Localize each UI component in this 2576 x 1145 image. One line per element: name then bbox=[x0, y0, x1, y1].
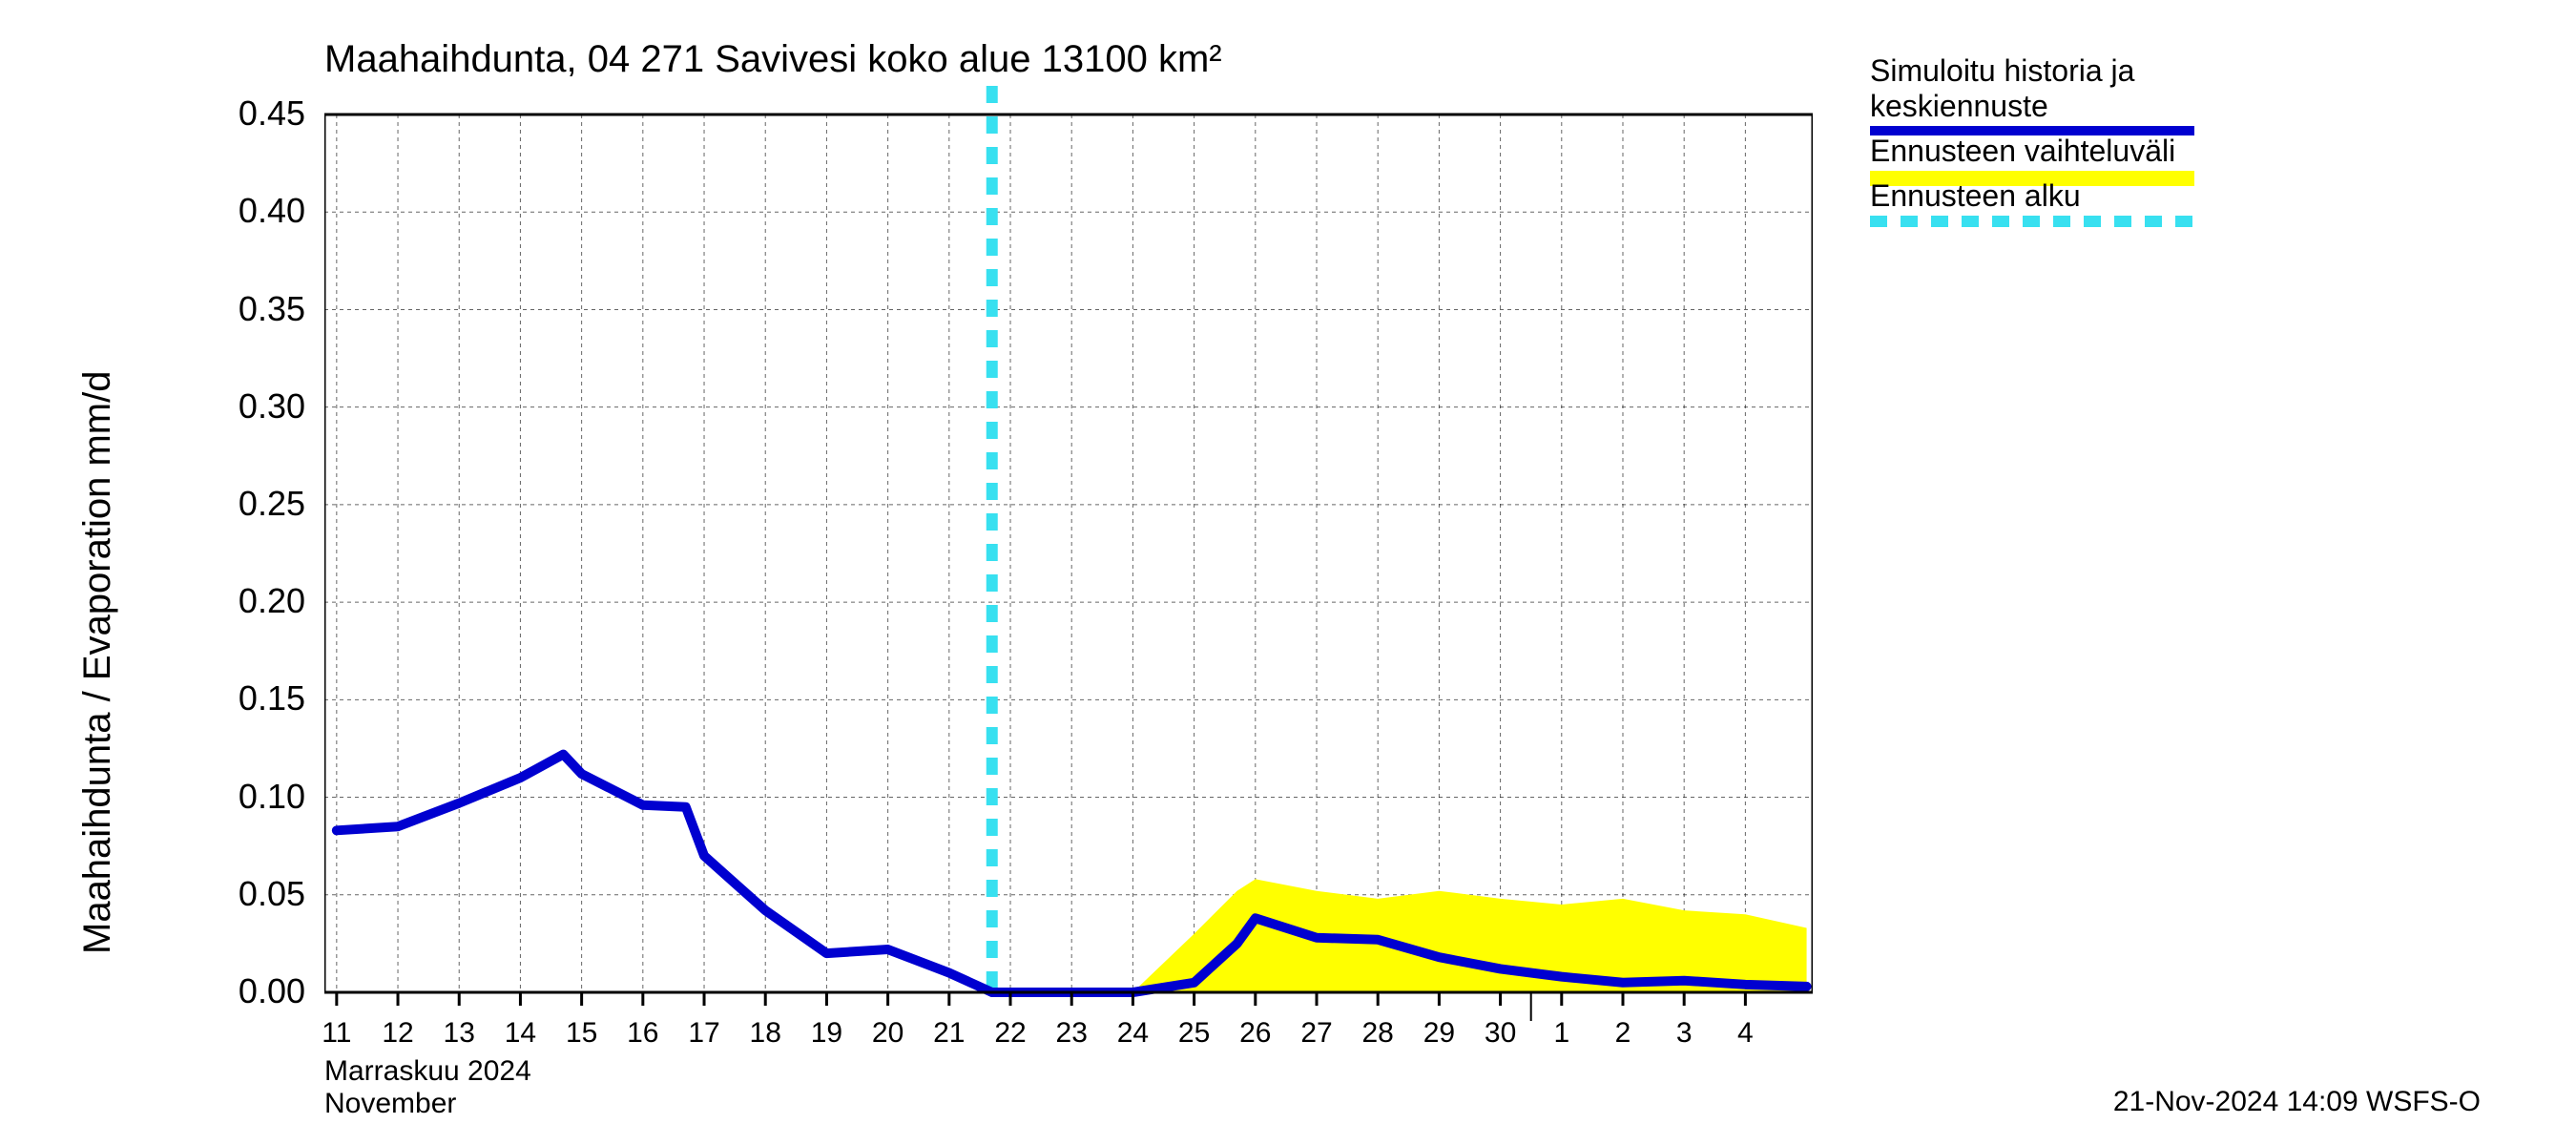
legend-item-history: Simuloitu historia ja keskiennuste bbox=[1870, 53, 2213, 124]
x-tick-28: 28 bbox=[1362, 1017, 1394, 1050]
legend-item-forecast-start: Ennusteen alku bbox=[1870, 178, 2213, 214]
y-tick-4: 0.20 bbox=[200, 581, 305, 621]
x-tick-4: 4 bbox=[1737, 1017, 1754, 1050]
month-label-2: November bbox=[324, 1088, 456, 1120]
x-tick-30: 30 bbox=[1485, 1017, 1516, 1050]
y-tick-6: 0.30 bbox=[200, 386, 305, 427]
chart-title: Maahaihdunta, 04 271 Savivesi koko alue … bbox=[324, 38, 1222, 81]
x-tick-21: 21 bbox=[933, 1017, 965, 1050]
x-tick-23: 23 bbox=[1056, 1017, 1088, 1050]
legend-label: Ennusteen vaihteluväli bbox=[1870, 134, 2213, 169]
x-tick-24: 24 bbox=[1117, 1017, 1149, 1050]
x-tick-25: 25 bbox=[1178, 1017, 1210, 1050]
y-tick-5: 0.25 bbox=[200, 484, 305, 524]
y-tick-2: 0.10 bbox=[200, 777, 305, 817]
x-tick-15: 15 bbox=[566, 1017, 597, 1050]
y-tick-9: 0.45 bbox=[200, 94, 305, 134]
y-axis-label: Maahaihdunta / Evaporation mm/d bbox=[76, 371, 119, 954]
timestamp: 21-Nov-2024 14:09 WSFS-O bbox=[2113, 1086, 2481, 1118]
y-tick-3: 0.15 bbox=[200, 678, 305, 718]
y-tick-8: 0.40 bbox=[200, 191, 305, 231]
x-tick-22: 22 bbox=[994, 1017, 1026, 1050]
x-tick-1: 1 bbox=[1553, 1017, 1569, 1050]
x-tick-29: 29 bbox=[1423, 1017, 1455, 1050]
x-tick-13: 13 bbox=[444, 1017, 475, 1050]
x-tick-18: 18 bbox=[750, 1017, 781, 1050]
x-tick-12: 12 bbox=[382, 1017, 413, 1050]
y-tick-0: 0.00 bbox=[200, 971, 305, 1011]
x-tick-3: 3 bbox=[1676, 1017, 1693, 1050]
y-tick-1: 0.05 bbox=[200, 874, 305, 914]
x-tick-19: 19 bbox=[811, 1017, 842, 1050]
chart-plot-area bbox=[324, 86, 1813, 1021]
chart-container: Maahaihdunta, 04 271 Savivesi koko alue … bbox=[0, 0, 2576, 1145]
legend-label: keskiennuste bbox=[1870, 89, 2213, 124]
x-tick-2: 2 bbox=[1615, 1017, 1631, 1050]
legend-label: Ennusteen alku bbox=[1870, 178, 2213, 214]
month-label-1: Marraskuu 2024 bbox=[324, 1055, 531, 1088]
y-tick-7: 0.35 bbox=[200, 289, 305, 329]
x-tick-14: 14 bbox=[505, 1017, 536, 1050]
x-tick-26: 26 bbox=[1239, 1017, 1271, 1050]
legend-item-band: Ennusteen vaihteluväli bbox=[1870, 134, 2213, 169]
legend: Simuloitu historia ja keskiennuste Ennus… bbox=[1870, 53, 2213, 219]
legend-swatch-dash bbox=[1870, 214, 2194, 229]
legend-label: Simuloitu historia ja bbox=[1870, 53, 2213, 89]
x-tick-20: 20 bbox=[872, 1017, 904, 1050]
x-tick-16: 16 bbox=[627, 1017, 658, 1050]
x-tick-17: 17 bbox=[688, 1017, 719, 1050]
x-tick-27: 27 bbox=[1300, 1017, 1332, 1050]
x-tick-11: 11 bbox=[322, 1017, 351, 1050]
